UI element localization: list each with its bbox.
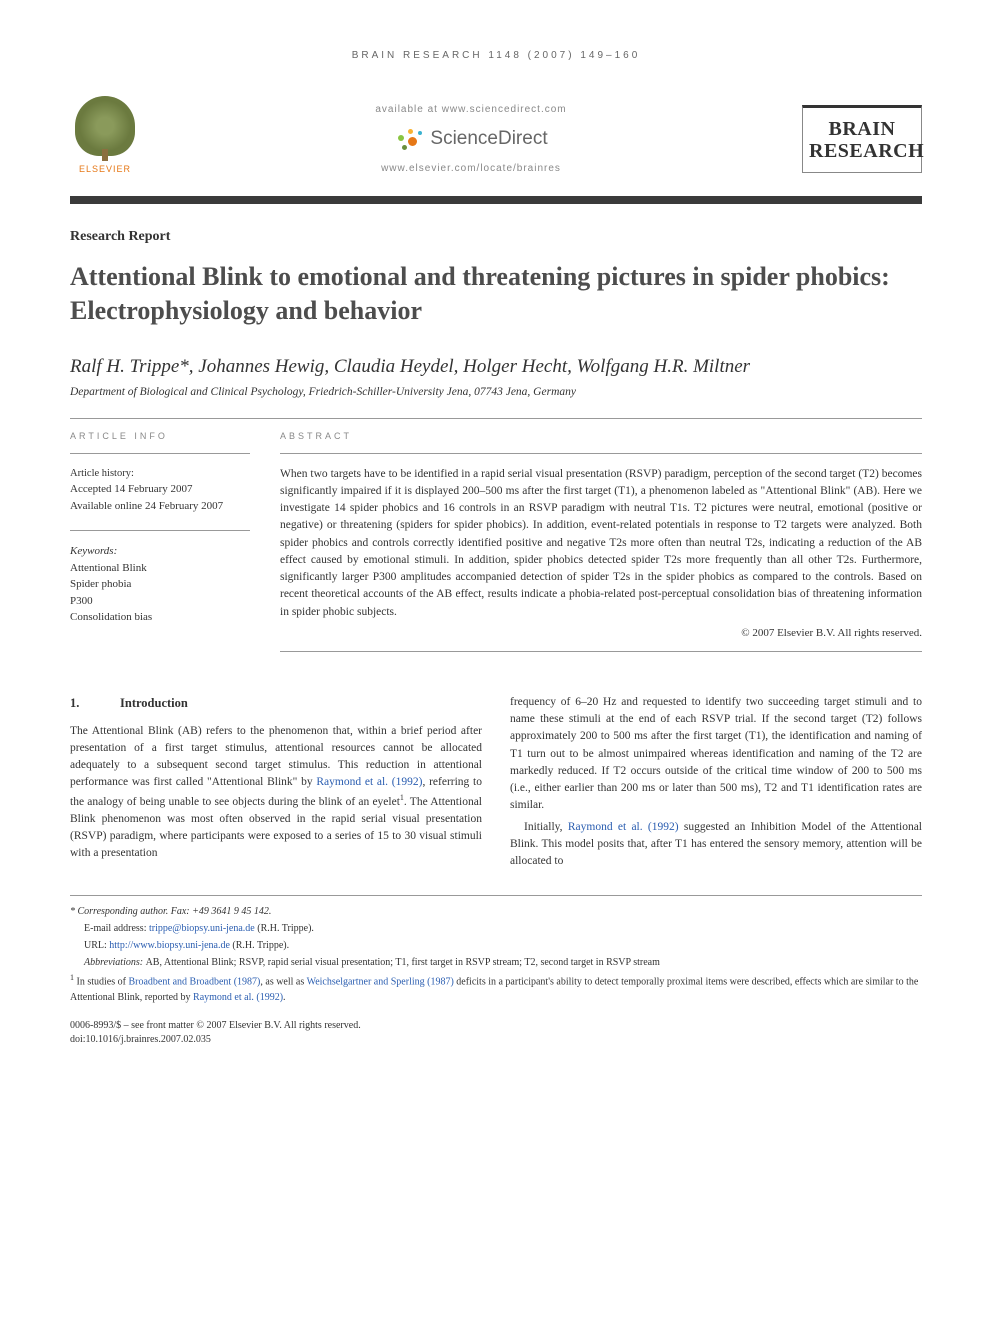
paragraph: The Attentional Blink (AB) refers to the… — [70, 723, 482, 863]
journal-name-line1: BRAIN — [809, 118, 915, 140]
abstract-text: When two targets have to be identified i… — [280, 466, 922, 621]
abbreviations: Abbreviations: AB, Attentional Blink; RS… — [70, 955, 922, 970]
section-title: Introduction — [120, 694, 188, 713]
corresponding-author: * Corresponding author. Fax: +49 3641 9 … — [70, 904, 922, 919]
doi: doi:10.1016/j.brainres.2007.02.035 — [70, 1033, 922, 1047]
body-column-right: frequency of 6–20 Hz and requested to id… — [510, 694, 922, 871]
footnote-1: 1 In studies of Broadbent and Broadbent … — [70, 972, 922, 1004]
abstract-copyright: © 2007 Elsevier B.V. All rights reserved… — [280, 627, 922, 639]
journal-cover: BRAIN RESEARCH — [802, 105, 922, 173]
sciencedirect-icon — [394, 127, 424, 151]
available-at: available at www.sciencedirect.com — [140, 104, 802, 115]
sciencedirect-logo: ScienceDirect — [394, 127, 547, 151]
publisher-header: ELSEVIER available at www.sciencedirect.… — [70, 81, 922, 204]
url-line: URL: http://www.biopsy.uni-jena.de (R.H.… — [70, 938, 922, 953]
email-line: E-mail address: trippe@biopsy.uni-jena.d… — [70, 921, 922, 936]
text-run: (R.H. Trippe). — [230, 940, 289, 951]
running-head: BRAIN RESEARCH 1148 (2007) 149–160 — [70, 50, 922, 61]
url-link[interactable]: http://www.biopsy.uni-jena.de — [109, 940, 230, 951]
citation-link[interactable]: Weichselgartner and Sperling (1987) — [307, 977, 454, 988]
keywords-label: Keywords: — [70, 543, 250, 560]
keyword: Attentional Blink — [70, 560, 250, 577]
paragraph: frequency of 6–20 Hz and requested to id… — [510, 694, 922, 815]
divider — [280, 651, 922, 652]
text-run: . — [283, 992, 286, 1003]
issn-copyright: 0006-8993/$ – see front matter © 2007 El… — [70, 1019, 922, 1033]
divider — [70, 453, 250, 454]
citation-link[interactable]: Broadbent and Broadbent (1987) — [128, 977, 260, 988]
body-text: 1. Introduction The Attentional Blink (A… — [70, 694, 922, 871]
author-list: Ralf H. Trippe*, Johannes Hewig, Claudia… — [70, 356, 922, 378]
bottom-metadata: 0006-8993/$ – see front matter © 2007 El… — [70, 1019, 922, 1047]
keyword: Consolidation bias — [70, 609, 250, 626]
text-run: Initially, — [524, 821, 568, 833]
text-run: (R.H. Trippe). — [255, 923, 314, 934]
article-title: Attentional Blink to emotional and threa… — [70, 260, 922, 328]
history-label: Article history: — [70, 466, 250, 482]
text-run: , as well as — [260, 977, 306, 988]
article-info-heading: ARTICLE INFO — [70, 431, 250, 441]
accepted-date: Accepted 14 February 2007 — [70, 481, 250, 498]
article-history: Article history: Accepted 14 February 20… — [70, 466, 250, 515]
article-type: Research Report — [70, 229, 922, 245]
text-run: Abbreviations: — [84, 957, 146, 968]
text-run: AB, Attentional Blink; RSVP, rapid seria… — [146, 957, 660, 968]
abstract-column: ABSTRACT When two targets have to be ide… — [280, 431, 922, 664]
divider — [280, 453, 922, 454]
keyword: P300 — [70, 593, 250, 610]
elsevier-logo: ELSEVIER — [70, 96, 140, 181]
section-heading: 1. Introduction — [70, 694, 482, 713]
journal-name-line2: RESEARCH — [809, 140, 915, 162]
body-column-left: 1. Introduction The Attentional Blink (A… — [70, 694, 482, 871]
text-run: E-mail address: — [84, 923, 149, 934]
online-date: Available online 24 February 2007 — [70, 498, 250, 515]
email-link[interactable]: trippe@biopsy.uni-jena.de — [149, 923, 255, 934]
text-run: In studies of — [74, 977, 128, 988]
text-run: URL: — [84, 940, 109, 951]
abstract-heading: ABSTRACT — [280, 431, 922, 441]
elsevier-tree-icon — [75, 96, 135, 156]
keywords-block: Keywords: Attentional Blink Spider phobi… — [70, 543, 250, 626]
citation-link[interactable]: Raymond et al. (1992) — [568, 821, 679, 833]
article-info-column: ARTICLE INFO Article history: Accepted 1… — [70, 431, 250, 664]
footnotes: * Corresponding author. Fax: +49 3641 9 … — [70, 895, 922, 1004]
divider — [70, 530, 250, 531]
affiliation: Department of Biological and Clinical Ps… — [70, 386, 922, 398]
locate-url: www.elsevier.com/locate/brainres — [140, 163, 802, 174]
section-number: 1. — [70, 694, 120, 713]
citation-link[interactable]: Raymond et al. (1992) — [316, 776, 422, 788]
divider — [70, 418, 922, 419]
paragraph: Initially, Raymond et al. (1992) suggest… — [510, 819, 922, 871]
elsevier-label: ELSEVIER — [79, 164, 131, 174]
text-run: * Corresponding author. Fax: +49 3641 9 … — [70, 906, 271, 917]
sciencedirect-text: ScienceDirect — [430, 128, 547, 150]
keyword: Spider phobia — [70, 576, 250, 593]
citation-link[interactable]: Raymond et al. (1992) — [193, 992, 283, 1003]
